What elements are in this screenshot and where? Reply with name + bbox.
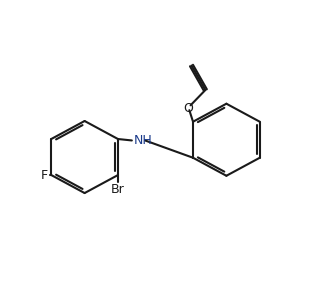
Text: Br: Br [111,183,125,196]
Text: O: O [183,102,193,115]
Text: F: F [41,168,48,182]
Text: NH: NH [133,134,152,147]
